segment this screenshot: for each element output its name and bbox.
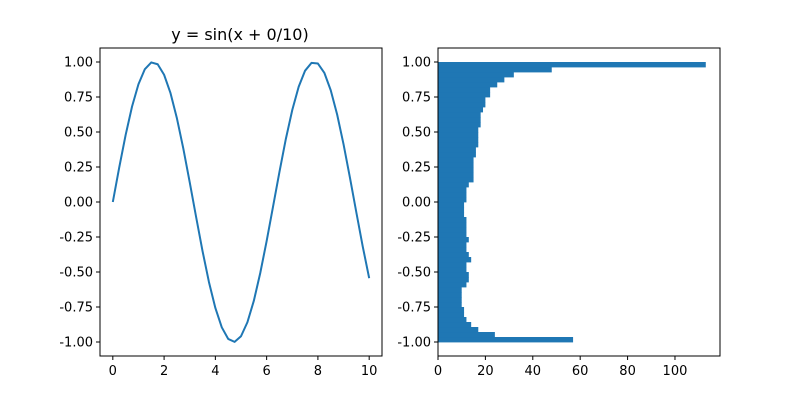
histogram-bar bbox=[438, 162, 474, 168]
y-tick-label: 0.75 bbox=[64, 91, 93, 106]
histogram-bar bbox=[438, 112, 481, 118]
histogram-bar bbox=[438, 337, 574, 343]
x-axis: 0 2 4 6 8 10 bbox=[109, 356, 378, 379]
histogram-bar bbox=[438, 292, 462, 298]
histogram-bar bbox=[438, 67, 552, 73]
histogram-bar bbox=[438, 277, 469, 283]
x-axis: 0 20 40 60 80 100 bbox=[434, 356, 688, 379]
histogram-bar bbox=[438, 222, 467, 228]
histogram-bar bbox=[438, 132, 479, 138]
histogram-chart: 0 20 40 60 80 100 -1.00 -0.75 -0.50 -0.25 0.00 0.2… bbox=[397, 47, 721, 379]
x-tick-label: 0 bbox=[434, 364, 442, 379]
histogram-bar bbox=[438, 317, 467, 323]
y-tick-label: -0.75 bbox=[59, 301, 93, 316]
y-tick-label: 1.00 bbox=[64, 56, 93, 71]
y-tick-label: -0.75 bbox=[397, 301, 431, 316]
histogram-bar bbox=[438, 172, 474, 178]
y-tick-label: 0.50 bbox=[402, 126, 431, 141]
histogram-bar bbox=[438, 242, 467, 248]
histogram-bar bbox=[438, 142, 479, 148]
x-tick-label: 2 bbox=[160, 364, 168, 379]
y-tick-label: 1.00 bbox=[402, 56, 431, 71]
histogram-bar bbox=[438, 137, 479, 143]
y-tick-label: 0.75 bbox=[402, 91, 431, 106]
y-tick-label: 0.25 bbox=[402, 161, 431, 176]
y-tick-label: 0.00 bbox=[64, 196, 93, 211]
y-tick-label: 0.00 bbox=[402, 196, 431, 211]
y-tick-label: -0.50 bbox=[397, 266, 431, 281]
histogram-bar bbox=[438, 72, 514, 78]
histogram-bar bbox=[438, 157, 474, 163]
y-tick-label: 0.25 bbox=[64, 161, 93, 176]
histogram-bar bbox=[438, 282, 467, 288]
histogram-bar bbox=[438, 117, 481, 123]
histogram-bar bbox=[438, 312, 465, 318]
histogram-bar bbox=[438, 107, 484, 113]
histogram-bar bbox=[438, 327, 479, 333]
histogram-bar bbox=[438, 192, 467, 198]
histogram-bar bbox=[438, 82, 498, 88]
histogram-bar bbox=[438, 247, 467, 253]
chart-title: y = sin(x + 0/10) bbox=[171, 25, 308, 44]
histogram-bar bbox=[438, 127, 479, 133]
plot-area bbox=[111, 61, 371, 343]
histogram-bar bbox=[438, 302, 462, 308]
y-tick-label: -1.00 bbox=[59, 336, 93, 351]
histogram-bar bbox=[438, 272, 469, 278]
x-tick-label: 4 bbox=[211, 364, 219, 379]
histogram-bar bbox=[438, 252, 469, 258]
histogram-bar bbox=[438, 267, 467, 273]
histogram-bar bbox=[438, 92, 491, 98]
series-line bbox=[111, 61, 371, 343]
x-tick-label: 80 bbox=[619, 364, 636, 379]
histogram-bar bbox=[438, 97, 486, 103]
histogram-bar bbox=[438, 307, 465, 313]
x-tick-label: 10 bbox=[361, 364, 378, 379]
histogram-bar bbox=[438, 177, 474, 183]
y-tick-label: -0.50 bbox=[59, 266, 93, 281]
x-tick-label: 60 bbox=[572, 364, 589, 379]
x-tick-label: 100 bbox=[663, 364, 688, 379]
histogram-bar bbox=[438, 147, 476, 153]
sine-line-chart: y = sin(x + 0/10) 0 2 4 6 8 10 -1.00 -0.75 -0.5… bbox=[59, 25, 383, 379]
histogram-bar bbox=[438, 322, 472, 328]
histogram-bar bbox=[438, 297, 462, 303]
y-axis: -1.00 -0.75 -0.50 -0.25 0.00 0.25 0.50 0.75 1.00 bbox=[397, 56, 438, 351]
histogram-bar bbox=[438, 122, 481, 128]
histogram-bar bbox=[438, 77, 505, 83]
histogram-bar bbox=[438, 102, 486, 108]
y-tick-label: 0.50 bbox=[64, 126, 93, 141]
histogram-bar bbox=[438, 232, 467, 238]
histogram-bar bbox=[438, 197, 467, 203]
y-axis: -1.00 -0.75 -0.50 -0.25 0.00 0.25 0.50 0.75 1.00 bbox=[59, 56, 100, 351]
histogram-bar bbox=[438, 227, 467, 233]
histogram-bar bbox=[438, 257, 472, 263]
x-tick-label: 8 bbox=[314, 364, 322, 379]
x-tick-label: 20 bbox=[477, 364, 494, 379]
histogram-bar bbox=[438, 332, 495, 338]
x-tick-label: 40 bbox=[525, 364, 542, 379]
x-tick-label: 0 bbox=[109, 364, 117, 379]
histogram-bar bbox=[438, 207, 465, 213]
histogram-bar bbox=[438, 152, 476, 158]
histogram-bar bbox=[438, 187, 467, 193]
histogram-bar bbox=[438, 237, 469, 243]
y-tick-label: -0.25 bbox=[397, 231, 431, 246]
x-tick-label: 6 bbox=[262, 364, 270, 379]
plot-area bbox=[438, 62, 706, 343]
histogram-bar bbox=[438, 217, 467, 223]
histogram-bar bbox=[438, 182, 469, 188]
histogram-bar bbox=[438, 212, 465, 218]
histogram-bar bbox=[438, 287, 462, 293]
histogram-bar bbox=[438, 87, 491, 93]
histogram-bar bbox=[438, 262, 467, 268]
histogram-bar bbox=[438, 62, 706, 68]
histogram-bar bbox=[438, 167, 474, 173]
y-tick-label: -0.25 bbox=[59, 231, 93, 246]
y-tick-label: -1.00 bbox=[397, 336, 431, 351]
histogram-bar bbox=[438, 202, 465, 208]
